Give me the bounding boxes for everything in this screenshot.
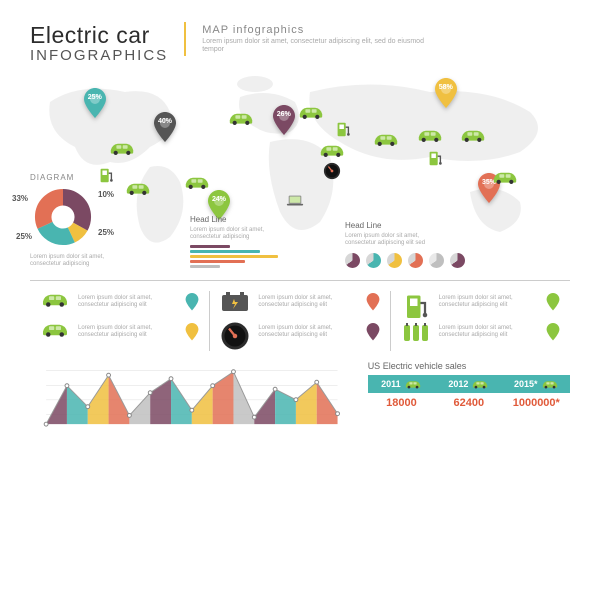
marker-icon [366, 293, 380, 311]
sales-value-row: 18000624001000000* [368, 393, 570, 413]
hbar [190, 260, 245, 263]
headline-text: Lorem ipsum dolor sit amet, consectetur … [345, 233, 445, 247]
diagram-title: DIAGRAM [30, 173, 150, 182]
donut-label: 33% [12, 194, 28, 203]
hbar [190, 245, 230, 248]
map-pin: 26% [272, 105, 296, 135]
gauge-icon [323, 162, 341, 180]
marker-icon [185, 293, 199, 311]
feature-row: Lorem ipsum dolor sit amet, consectetur … [30, 291, 570, 351]
subtitle-text: Lorem ipsum dolor sit amet, consectetur … [202, 38, 432, 55]
feature-item: Lorem ipsum dolor sit amet, consectetur … [40, 291, 199, 313]
car-icon [491, 169, 519, 185]
station-icon [401, 291, 431, 313]
pin-label: 40% [158, 118, 172, 125]
title-sub: INFOGRAPHICS [30, 47, 168, 64]
car-icon [40, 291, 70, 313]
car-icon [372, 131, 400, 147]
map-pin: 25% [83, 88, 107, 118]
pin-label: 24% [212, 196, 226, 203]
feature-item: Lorem ipsum dolor sit amet, consectetur … [220, 291, 379, 313]
car-icon [183, 174, 211, 190]
feature-text: Lorem ipsum dolor sit amet, consectetur … [439, 325, 538, 339]
feature-text: Lorem ipsum dolor sit amet, consectetur … [78, 295, 177, 309]
mini-pie [387, 253, 402, 268]
title-main: Electric car [30, 22, 168, 49]
donut-label: 10% [98, 190, 114, 199]
headline-text: Lorem ipsum dolor sit amet, consectetur … [190, 227, 290, 241]
sales-value: 1000000* [503, 393, 570, 413]
feature-col: Lorem ipsum dolor sit amet, consectetur … [30, 291, 210, 351]
hbar [190, 265, 220, 268]
feature-text: Lorem ipsum dolor sit amet, consectetur … [439, 295, 538, 309]
feature-text: Lorem ipsum dolor sit amet, consectetur … [258, 325, 357, 339]
triangle-chart [30, 361, 354, 429]
mini-pie [408, 253, 423, 268]
feature-col: Lorem ipsum dolor sit amet, consectetur … [391, 291, 570, 351]
donut-label: 25% [16, 232, 32, 241]
world-map: 25%40%24%26%58%35% DIAGRAM 33%10%25%25% … [30, 72, 570, 262]
map-pin: 40% [153, 112, 177, 142]
hbar [190, 250, 260, 253]
car-icon [40, 321, 70, 343]
car-icon [297, 104, 325, 120]
marker-icon [546, 293, 560, 311]
marker-icon [546, 323, 560, 341]
marker-icon [185, 323, 199, 341]
diagram-block: DIAGRAM 33%10%25%25% Lorem ipsum dolor s… [30, 173, 150, 268]
sales-header-row: 201120122015* [368, 375, 570, 393]
car-icon [108, 140, 136, 156]
cells-icon [401, 321, 431, 343]
feature-item: Lorem ipsum dolor sit amet, consectetur … [220, 321, 379, 343]
car-icon [227, 110, 255, 126]
battery-box-icon [220, 291, 250, 313]
feature-item: Lorem ipsum dolor sit amet, consectetur … [40, 321, 199, 343]
diagram-text: Lorem ipsum dolor sit amet, consectetur … [30, 254, 130, 268]
headline-block: Head Line Lorem ipsum dolor sit amet, co… [190, 215, 290, 268]
pin-label: 26% [277, 111, 291, 118]
feature-item: Lorem ipsum dolor sit amet, consectetur … [401, 321, 560, 343]
mini-pie [450, 253, 465, 268]
sales-value: 18000 [368, 393, 435, 413]
accent-bar [184, 22, 186, 56]
marker-icon [366, 323, 380, 341]
gauge-icon [220, 321, 250, 343]
station-icon [334, 120, 352, 138]
sales-year: 2011 [368, 375, 435, 393]
laptop-icon [286, 192, 304, 210]
sales-year: 2012 [435, 375, 502, 393]
feature-col: Lorem ipsum dolor sit amet, consectetur … [210, 291, 390, 351]
pin-label: 58% [439, 84, 453, 91]
donut-chart: 33%10%25%25% [30, 184, 96, 250]
subtitle: MAP infographics [202, 24, 432, 36]
sales-title: US Electric vehicle sales [368, 361, 570, 371]
donut-label: 25% [98, 228, 114, 237]
mini-pie [366, 253, 381, 268]
car-icon [318, 142, 346, 158]
subtitle-block: MAP infographics Lorem ipsum dolor sit a… [202, 22, 432, 55]
headline-block: Head Line Lorem ipsum dolor sit amet, co… [345, 221, 465, 268]
pin-label: 25% [88, 94, 102, 101]
headline-title: Head Line [345, 221, 465, 230]
feature-text: Lorem ipsum dolor sit amet, consectetur … [78, 325, 177, 339]
title-block: Electric car INFOGRAPHICS [30, 22, 168, 64]
headline-title: Head Line [190, 215, 290, 224]
car-icon [459, 127, 487, 143]
sales-year: 2015* [503, 375, 570, 393]
divider [30, 280, 570, 281]
map-pin: 58% [434, 78, 458, 108]
feature-item: Lorem ipsum dolor sit amet, consectetur … [401, 291, 560, 313]
sales-table: US Electric vehicle sales 201120122015* … [368, 361, 570, 429]
feature-text: Lorem ipsum dolor sit amet, consectetur … [258, 295, 357, 309]
header: Electric car INFOGRAPHICS MAP infographi… [30, 22, 570, 64]
station-icon [426, 149, 444, 167]
mini-pie [429, 253, 444, 268]
sales-value: 62400 [435, 393, 502, 413]
mini-pie [345, 253, 360, 268]
car-icon [416, 127, 444, 143]
hbar [190, 255, 278, 258]
